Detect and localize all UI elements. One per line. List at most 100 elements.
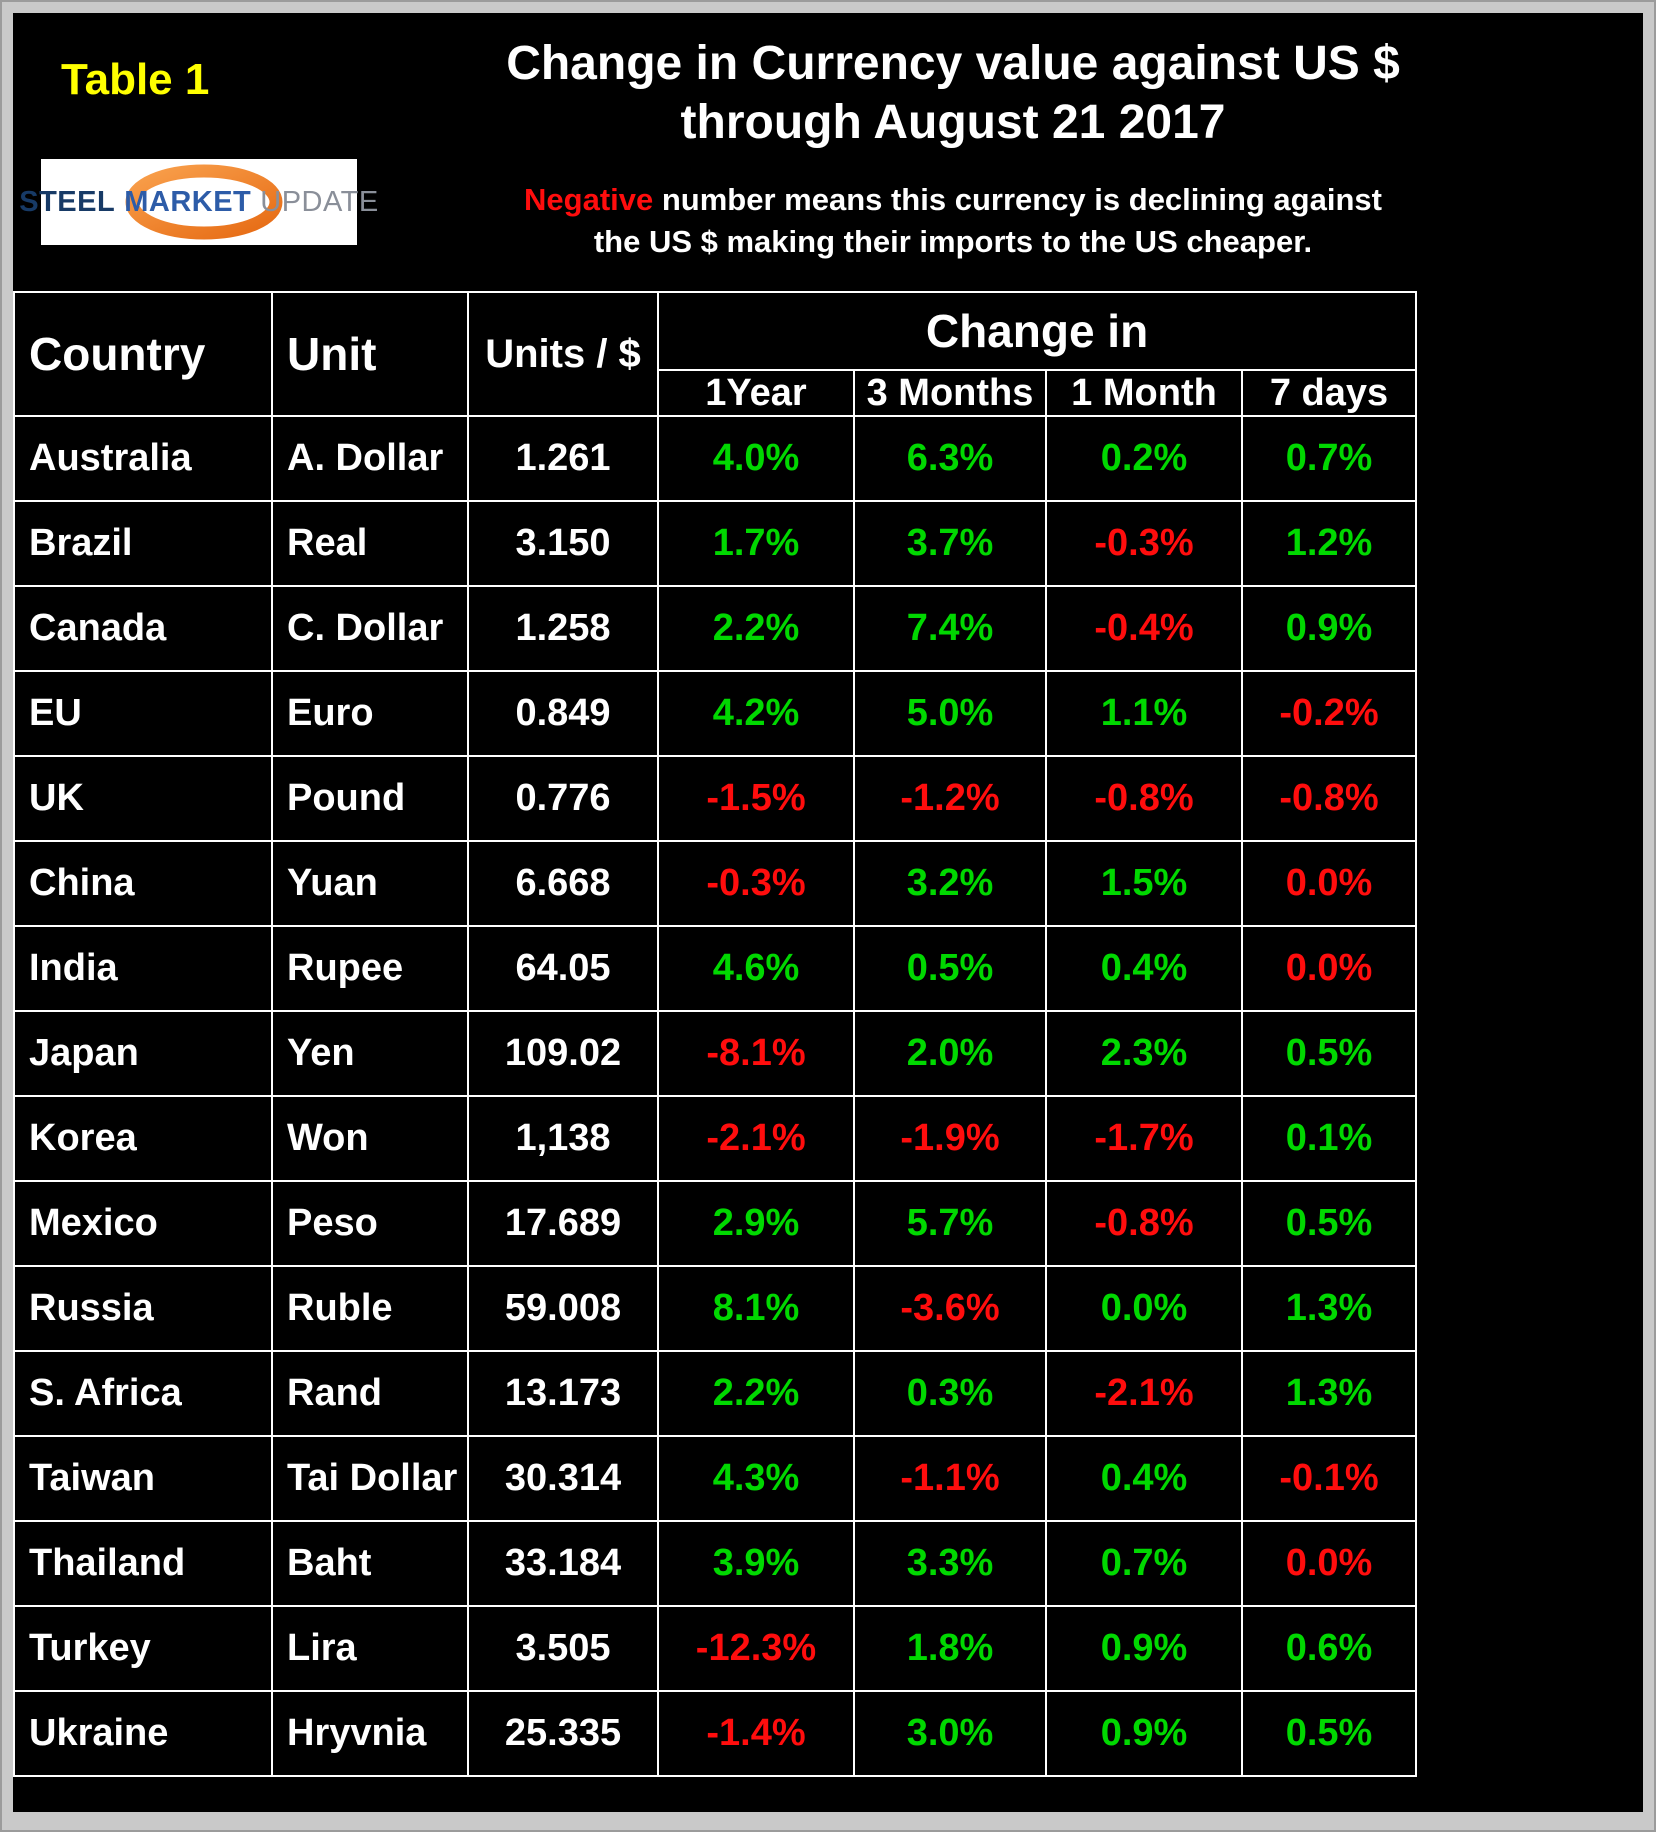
change-cell: 0.0% xyxy=(1240,925,1418,1012)
page-header: Table 1 STEEL MARKET UPDATE Change in xyxy=(13,13,1643,291)
country-cell: S. Africa xyxy=(13,1350,273,1437)
unit-cell: Hryvnia xyxy=(271,1690,469,1777)
change-cell: 0.9% xyxy=(1045,1605,1243,1692)
change-cell: -0.3% xyxy=(1045,500,1243,587)
change-cell: 1.3% xyxy=(1240,1265,1418,1352)
change-cell: -0.3% xyxy=(657,840,855,927)
title-block: Change in Currency value against US $ th… xyxy=(421,35,1485,263)
change-cell: 0.5% xyxy=(1240,1180,1418,1267)
table-row: Taiwan Tai Dollar 30.314 4.3% -1.1% 0.4%… xyxy=(13,1435,1418,1522)
smu-logo: STEEL MARKET UPDATE xyxy=(19,159,378,245)
col-header-country: Country xyxy=(13,291,273,417)
unit-cell: Rupee xyxy=(271,925,469,1012)
unit-cell: Rand xyxy=(271,1350,469,1437)
change-cell: -2.1% xyxy=(1045,1350,1243,1437)
note-line1-rest: number means this currency is declining … xyxy=(653,182,1382,218)
change-cell: -3.6% xyxy=(853,1265,1047,1352)
country-cell: Thailand xyxy=(13,1520,273,1607)
change-cell: 3.7% xyxy=(853,500,1047,587)
change-cell: 0.3% xyxy=(853,1350,1047,1437)
note-text: Negative number means this currency is d… xyxy=(421,179,1485,263)
units-per-dollar-cell: 1.261 xyxy=(467,415,659,502)
units-per-dollar-cell: 59.008 xyxy=(467,1265,659,1352)
change-cell: 2.2% xyxy=(657,1350,855,1437)
change-cell: 0.7% xyxy=(1240,415,1418,502)
change-cell: 4.3% xyxy=(657,1435,855,1522)
table-row: Canada C. Dollar 1.258 2.2% 7.4% -0.4% 0… xyxy=(13,585,1418,672)
change-cell: 0.4% xyxy=(1045,925,1243,1012)
change-cell: 3.9% xyxy=(657,1520,855,1607)
table-row: S. Africa Rand 13.173 2.2% 0.3% -2.1% 1.… xyxy=(13,1350,1418,1437)
change-cell: -1.1% xyxy=(853,1435,1047,1522)
units-per-dollar-cell: 30.314 xyxy=(467,1435,659,1522)
change-cell: 5.0% xyxy=(853,670,1047,757)
units-per-dollar-cell: 0.849 xyxy=(467,670,659,757)
country-cell: Japan xyxy=(13,1010,273,1097)
unit-cell: Peso xyxy=(271,1180,469,1267)
change-cell: 0.6% xyxy=(1240,1605,1418,1692)
change-cell: 0.0% xyxy=(1240,840,1418,927)
change-cell: 4.6% xyxy=(657,925,855,1012)
table-row: China Yuan 6.668 -0.3% 3.2% 1.5% 0.0% xyxy=(13,840,1418,927)
change-cell: 0.9% xyxy=(1240,585,1418,672)
units-per-dollar-cell: 3.150 xyxy=(467,500,659,587)
table-label: Table 1 xyxy=(61,55,210,104)
change-cell: -1.9% xyxy=(853,1095,1047,1182)
col-header-units-per-dollar: Units / $ xyxy=(467,291,659,417)
units-per-dollar-cell: 13.173 xyxy=(467,1350,659,1437)
header-row-main: Country Unit Units / $ Change in xyxy=(13,291,1418,417)
change-cell: -12.3% xyxy=(657,1605,855,1692)
table-row: Russia Ruble 59.008 8.1% -3.6% 0.0% 1.3% xyxy=(13,1265,1418,1352)
change-cell: 3.3% xyxy=(853,1520,1047,1607)
page-title-line2: through August 21 2017 xyxy=(680,95,1226,149)
country-cell: Russia xyxy=(13,1265,273,1352)
currency-change-page: Table 1 STEEL MARKET UPDATE Change in xyxy=(13,13,1643,1812)
change-cell: -0.2% xyxy=(1240,670,1418,757)
change-cell: -0.4% xyxy=(1045,585,1243,672)
country-cell: Canada xyxy=(13,585,273,672)
change-cell: 0.4% xyxy=(1045,1435,1243,1522)
units-per-dollar-cell: 64.05 xyxy=(467,925,659,1012)
change-cell: 0.0% xyxy=(1045,1265,1243,1352)
country-cell: India xyxy=(13,925,273,1012)
note-line2: the US $ making their imports to the US … xyxy=(593,223,1313,259)
page-title-line1: Change in Currency value against US $ xyxy=(506,37,1400,90)
unit-cell: A. Dollar xyxy=(271,415,469,502)
change-cell: 0.5% xyxy=(1240,1690,1418,1777)
change-cell: -1.2% xyxy=(853,755,1047,842)
currency-table-head: Country Unit Units / $ Change in 1Year 3… xyxy=(13,291,1418,417)
units-per-dollar-cell: 6.668 xyxy=(467,840,659,927)
change-cell: 3.0% xyxy=(853,1690,1047,1777)
change-cell: 7.4% xyxy=(853,585,1047,672)
currency-table: Country Unit Units / $ Change in 1Year 3… xyxy=(13,291,1418,1777)
logo-text-steel: STEEL xyxy=(19,185,116,218)
table-row: Turkey Lira 3.505 -12.3% 1.8% 0.9% 0.6% xyxy=(13,1605,1418,1692)
change-cell: 4.0% xyxy=(657,415,855,502)
table-row: UK Pound 0.776 -1.5% -1.2% -0.8% -0.8% xyxy=(13,755,1418,842)
header-row-sub: 1Year 3 Months 1 Month 7 days xyxy=(14,369,1418,417)
unit-cell: Yuan xyxy=(271,840,469,927)
change-cell: -2.1% xyxy=(657,1095,855,1182)
units-per-dollar-cell: 17.689 xyxy=(467,1180,659,1267)
change-cell: 6.3% xyxy=(853,415,1047,502)
country-cell: Korea xyxy=(13,1095,273,1182)
table-row: Korea Won 1,138 -2.1% -1.9% -1.7% 0.1% xyxy=(13,1095,1418,1182)
col-header-1year: 1Year xyxy=(657,369,855,417)
table-row: Japan Yen 109.02 -8.1% 2.0% 2.3% 0.5% xyxy=(13,1010,1418,1097)
table-row: Brazil Real 3.150 1.7% 3.7% -0.3% 1.2% xyxy=(13,500,1418,587)
unit-cell: Tai Dollar xyxy=(271,1435,469,1522)
logo-swoosh-icon xyxy=(125,164,283,240)
change-cell: 0.7% xyxy=(1045,1520,1243,1607)
change-cell: -0.8% xyxy=(1240,755,1418,842)
unit-cell: C. Dollar xyxy=(271,585,469,672)
country-cell: China xyxy=(13,840,273,927)
table-row: Ukraine Hryvnia 25.335 -1.4% 3.0% 0.9% 0… xyxy=(13,1690,1418,1777)
change-cell: -1.7% xyxy=(1045,1095,1243,1182)
change-cell: -1.4% xyxy=(657,1690,855,1777)
change-cell: 1.2% xyxy=(1240,500,1418,587)
change-cell: -1.5% xyxy=(657,755,855,842)
country-cell: Mexico xyxy=(13,1180,273,1267)
change-cell: 0.5% xyxy=(853,925,1047,1012)
table-row: Thailand Baht 33.184 3.9% 3.3% 0.7% 0.0% xyxy=(13,1520,1418,1607)
unit-cell: Won xyxy=(271,1095,469,1182)
